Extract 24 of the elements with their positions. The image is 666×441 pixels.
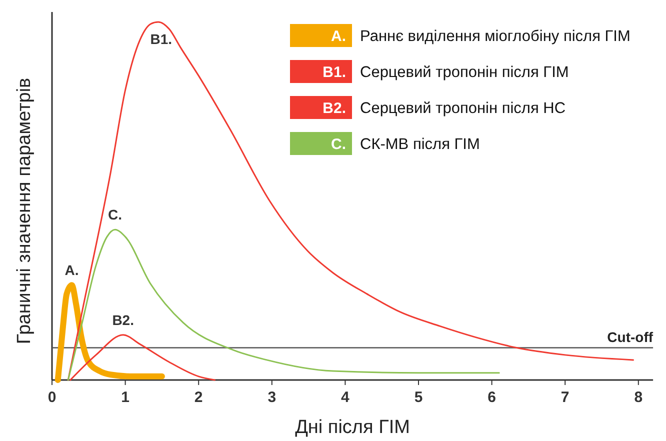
text: A. xyxy=(331,28,346,45)
x-tick-label: 6 xyxy=(488,389,496,406)
annotation: C. xyxy=(108,206,122,223)
annotation: A. xyxy=(64,262,79,278)
legend-label: Раннє виділення міоглобіну після ГІМ xyxy=(360,28,630,45)
y-axis-title: Граничні значення параметрів xyxy=(14,78,35,344)
x-tick-label: 5 xyxy=(414,389,423,406)
ref-line-label: Cut-off xyxy=(607,328,654,345)
legend-label: СК-МВ після ГІМ xyxy=(360,136,480,153)
x-tick-label: 2 xyxy=(194,389,203,406)
text: B2. xyxy=(322,100,346,117)
text: B1. xyxy=(322,64,346,81)
text: C. xyxy=(331,136,346,153)
x-tick-label: 3 xyxy=(268,389,276,406)
legend-label: Серцевий тропонін після НС xyxy=(360,100,566,117)
x-tick-label: 0 xyxy=(48,389,56,406)
annotation: B2. xyxy=(112,312,134,328)
x-tick-label: 4 xyxy=(341,389,350,406)
x-axis-title: Дні після ГІМ xyxy=(295,417,410,438)
x-tick-label: 7 xyxy=(560,389,570,406)
x-tick-label: 8 xyxy=(634,389,643,406)
legend-label: Серцевий тропонін після ГІМ xyxy=(360,64,569,81)
x-tick-label: 1 xyxy=(121,389,130,406)
annotation: B1. xyxy=(150,31,172,47)
